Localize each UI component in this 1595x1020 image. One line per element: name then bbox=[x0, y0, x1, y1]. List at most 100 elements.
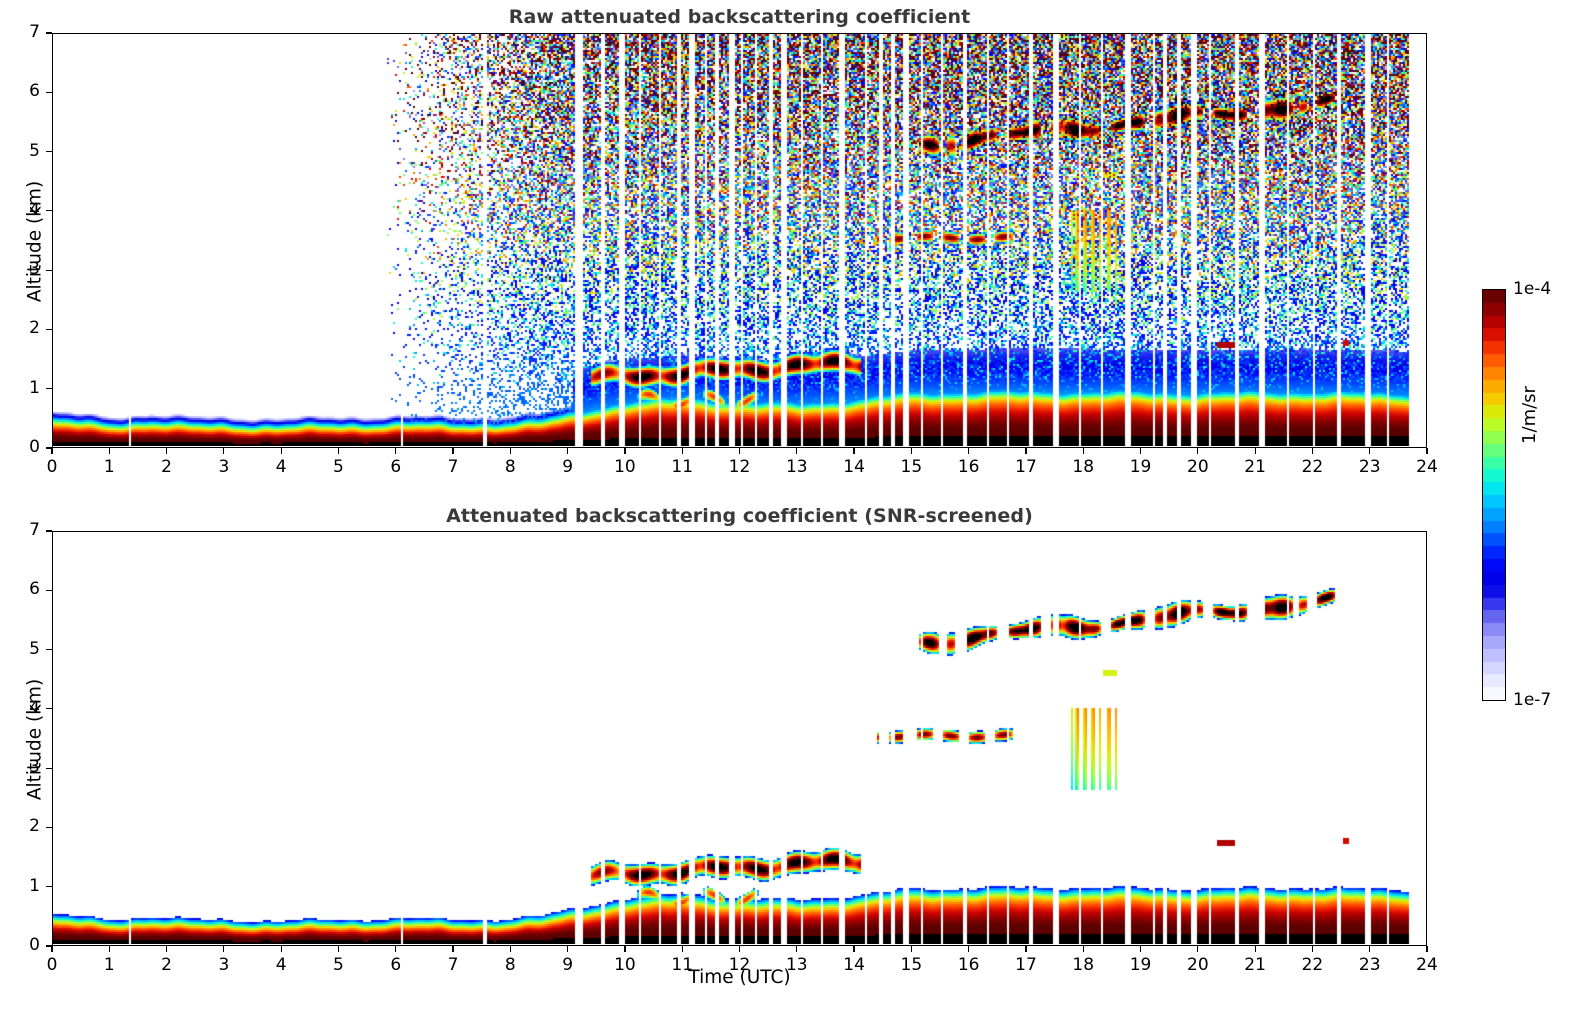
y-tick-label-2: 2 bbox=[29, 816, 40, 837]
x-tick-label-8: 8 bbox=[504, 457, 516, 477]
x-tick-label-15: 15 bbox=[900, 457, 923, 477]
x-tick-label-18: 18 bbox=[1072, 955, 1095, 975]
x-tick-label-5: 5 bbox=[333, 955, 344, 975]
x-tickmark bbox=[280, 946, 282, 952]
x-tickmark bbox=[968, 946, 970, 952]
y-tick-label-4: 4 bbox=[29, 697, 40, 718]
y-tickmark bbox=[46, 269, 52, 271]
x-tickmark bbox=[1139, 448, 1142, 454]
x-tickmark bbox=[738, 946, 741, 952]
x-tickmark bbox=[624, 448, 626, 454]
x-tick-label-20: 20 bbox=[1187, 955, 1209, 975]
x-tickmark bbox=[509, 946, 511, 952]
y-tickmark bbox=[46, 388, 52, 390]
y-tick-label-7: 7 bbox=[29, 520, 40, 540]
x-tickmark bbox=[223, 448, 225, 454]
x-tickmark bbox=[1025, 946, 1027, 952]
x-tick-label-18: 18 bbox=[1072, 457, 1095, 477]
x-tickmark bbox=[567, 448, 569, 454]
y-tick-label-6: 6 bbox=[29, 81, 40, 102]
x-tickmark bbox=[108, 448, 110, 454]
panel-title-raw: Raw attenuated backscattering coefficien… bbox=[508, 6, 971, 28]
x-tick-label-11: 11 bbox=[671, 955, 694, 975]
x-tickmark bbox=[51, 946, 53, 952]
x-tick-label-8: 8 bbox=[504, 955, 516, 975]
x-tickmark bbox=[223, 946, 225, 952]
colorbar-min-label: 1e-7 bbox=[1513, 690, 1552, 710]
x-tickmark bbox=[1197, 946, 1199, 952]
x-tickmark bbox=[1082, 946, 1084, 952]
x-tick-label-1: 1 bbox=[103, 457, 115, 477]
y-tickmark bbox=[46, 32, 52, 34]
y-tickmark bbox=[46, 150, 52, 153]
x-tick-label-4: 4 bbox=[275, 955, 287, 975]
x-tick-label-4: 4 bbox=[275, 457, 287, 477]
x-tick-label-17: 17 bbox=[1015, 955, 1037, 975]
x-tickmark bbox=[165, 946, 168, 952]
x-tick-label-0: 0 bbox=[46, 457, 58, 477]
x-tickmark bbox=[968, 448, 970, 454]
x-tick-label-16: 16 bbox=[957, 955, 980, 975]
heatmap-canvas-screened bbox=[53, 532, 1425, 944]
x-tick-label-14: 14 bbox=[843, 457, 865, 477]
x-tick-label-12: 12 bbox=[728, 457, 751, 477]
x-tickmark bbox=[1369, 946, 1371, 952]
y-tickmark bbox=[46, 945, 52, 947]
y-tickmark bbox=[46, 708, 52, 710]
x-tick-label-6: 6 bbox=[390, 955, 402, 975]
colorbar bbox=[1482, 289, 1506, 701]
x-tick-label-1: 1 bbox=[103, 955, 115, 975]
y-tickmark bbox=[46, 886, 52, 888]
x-tick-label-3: 3 bbox=[218, 955, 230, 975]
plot-area-screened bbox=[52, 531, 1427, 946]
x-tick-label-21: 21 bbox=[1244, 955, 1266, 975]
x-tick-label-14: 14 bbox=[843, 955, 865, 975]
y-tickmark bbox=[46, 210, 52, 212]
x-tick-label-13: 13 bbox=[785, 955, 808, 975]
x-tick-label-2: 2 bbox=[161, 955, 172, 975]
x-tick-label-7: 7 bbox=[447, 457, 459, 477]
x-tick-label-15: 15 bbox=[900, 955, 923, 975]
x-tick-label-19: 19 bbox=[1129, 457, 1152, 477]
x-tickmark bbox=[1254, 448, 1256, 454]
y-tickmark bbox=[46, 648, 52, 651]
x-tickmark bbox=[1311, 448, 1313, 454]
x-tickmark bbox=[910, 946, 912, 952]
x-tickmark bbox=[165, 448, 168, 454]
x-tick-label-7: 7 bbox=[447, 955, 459, 975]
x-axis-label: Time (UTC) bbox=[688, 967, 791, 988]
x-tickmark bbox=[1311, 946, 1313, 952]
x-tick-label-23: 23 bbox=[1358, 955, 1381, 975]
colorbar-max-label: 1e-4 bbox=[1513, 279, 1552, 299]
y-tickmark bbox=[46, 767, 52, 769]
x-tickmark bbox=[853, 448, 855, 454]
y-tick-label-6: 6 bbox=[29, 579, 40, 600]
x-tickmark bbox=[395, 448, 397, 454]
x-tickmark bbox=[796, 448, 798, 454]
y-tick-label-2: 2 bbox=[29, 318, 40, 339]
y-tickmark bbox=[46, 530, 52, 532]
y-tick-label-3: 3 bbox=[29, 259, 40, 280]
x-tick-label-11: 11 bbox=[671, 457, 694, 477]
plot-area-raw bbox=[52, 33, 1427, 448]
x-tick-label-10: 10 bbox=[614, 955, 636, 975]
x-tickmark bbox=[280, 448, 282, 454]
x-tick-label-24: 24 bbox=[1416, 955, 1438, 975]
x-tickmark bbox=[681, 448, 683, 454]
x-tickmark bbox=[108, 946, 110, 952]
x-tickmark bbox=[1082, 448, 1084, 454]
x-tick-label-17: 17 bbox=[1015, 457, 1037, 477]
y-tick-label-4: 4 bbox=[29, 199, 40, 220]
heatmap-canvas-raw bbox=[53, 34, 1425, 446]
x-tick-label-24: 24 bbox=[1416, 457, 1438, 477]
x-tickmark bbox=[1254, 946, 1256, 952]
x-tickmark bbox=[1369, 448, 1371, 454]
colorbar-gradient bbox=[1483, 290, 1505, 700]
x-tickmark bbox=[1025, 448, 1027, 454]
x-tick-label-16: 16 bbox=[957, 457, 980, 477]
x-tick-label-9: 9 bbox=[562, 457, 574, 477]
x-tickmark bbox=[395, 946, 397, 952]
y-tickmark bbox=[46, 91, 52, 93]
x-tick-label-21: 21 bbox=[1244, 457, 1266, 477]
